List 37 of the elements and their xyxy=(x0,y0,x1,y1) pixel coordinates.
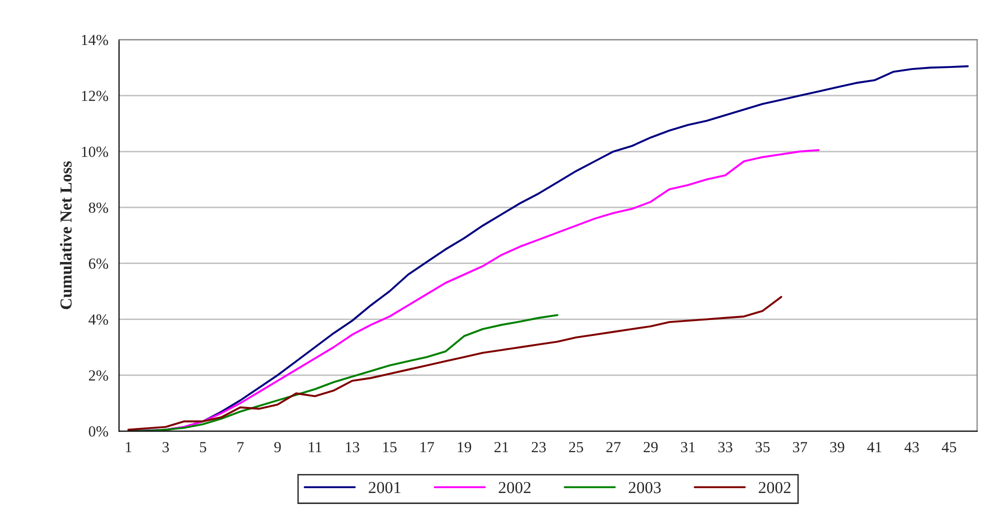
y-tick-label: 2% xyxy=(88,370,108,381)
x-tick-label: 23 xyxy=(532,442,546,452)
y-axis-title: Cumulative Net Loss xyxy=(60,161,72,310)
legend-label: 2002 xyxy=(758,482,790,494)
x-tick-label: 41 xyxy=(867,442,882,452)
x-tick-label: 33 xyxy=(718,442,732,452)
x-tick-label: 19 xyxy=(458,442,472,452)
x-tick-label: 5 xyxy=(200,442,206,452)
x-tick-label: 1 xyxy=(126,442,132,452)
x-tick-label: 45 xyxy=(942,442,956,452)
x-tick-label: 43 xyxy=(904,442,919,452)
x-tick-label: 21 xyxy=(494,442,508,452)
x-tick-label: 15 xyxy=(383,442,397,452)
line-series xyxy=(127,296,782,431)
y-tick-label: 0% xyxy=(88,426,108,437)
x-tick-label: 29 xyxy=(644,442,658,452)
x-tick-label: 3 xyxy=(162,442,169,452)
y-tick-label: 6% xyxy=(88,258,108,269)
x-tick-label: 25 xyxy=(569,442,584,452)
y-tick-label: 4% xyxy=(88,314,108,325)
x-tick-label: 37 xyxy=(793,442,808,452)
y-tick-label: 12% xyxy=(82,90,108,102)
legend-label: 2001 xyxy=(368,482,400,494)
x-tick-label: 27 xyxy=(606,442,621,452)
legend-label: 2002 xyxy=(498,482,530,494)
x-tick-label: 17 xyxy=(420,442,434,452)
y-tick-label: 14% xyxy=(82,34,108,46)
x-tick-label: 35 xyxy=(756,442,770,452)
x-tick-label: 9 xyxy=(274,442,281,452)
legend-label: 2003 xyxy=(628,482,661,494)
x-tick-label: 11 xyxy=(308,442,322,452)
x-tick-label: 31 xyxy=(681,442,695,452)
y-tick-label: 8% xyxy=(88,202,108,213)
x-tick-label: 39 xyxy=(830,442,844,452)
y-tick-label: 10% xyxy=(82,146,108,158)
x-tick-label: 13 xyxy=(346,442,360,452)
x-tick-label: 7 xyxy=(237,442,244,452)
